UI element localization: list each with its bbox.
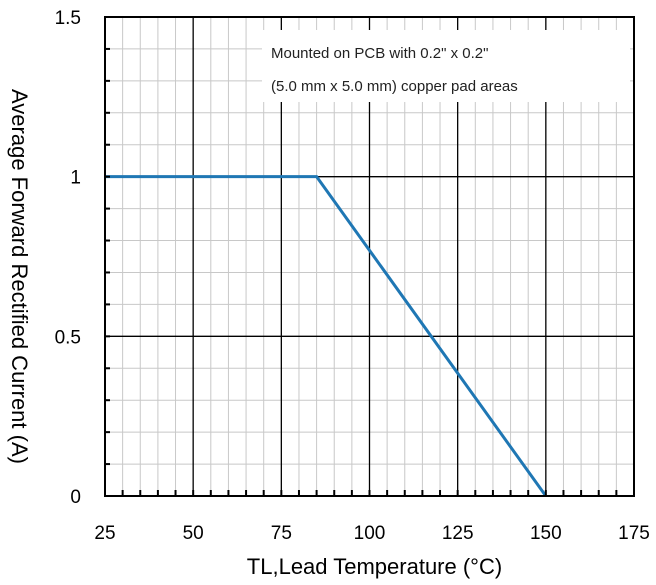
y-tick-labels: 0 0.5 1 1.5 [55,8,81,508]
series-layer [105,175,548,497]
y-tick-label: 1 [70,168,81,189]
x-tick-label: 125 [442,523,474,544]
axis-ticks [105,47,618,496]
y-tick-label: 1.5 [55,8,81,29]
x-tick-label: 50 [183,523,204,544]
x-tick-label: 150 [530,523,562,544]
x-tick-label: 175 [618,523,650,544]
series-line-0 [105,175,548,497]
y-axis-title: Average Forward Rectified Current (A) [7,89,32,464]
annotation-box [262,30,630,102]
annotation-line-2: (5.0 mm x 5.0 mm) copper pad areas [271,78,518,95]
x-tick-label: 75 [271,523,292,544]
x-axis-title: TL,Lead Temperature (°C) [247,554,502,579]
x-tick-label: 25 [94,523,115,544]
x-tick-labels: 25 50 75 100 125 150 175 [94,523,649,544]
x-tick-label: 100 [354,523,386,544]
annotation-line-1: Mounted on PCB with 0.2" x 0.2" [271,45,488,62]
y-tick-label: 0.5 [55,327,81,348]
y-tick-label: 0 [70,487,81,508]
